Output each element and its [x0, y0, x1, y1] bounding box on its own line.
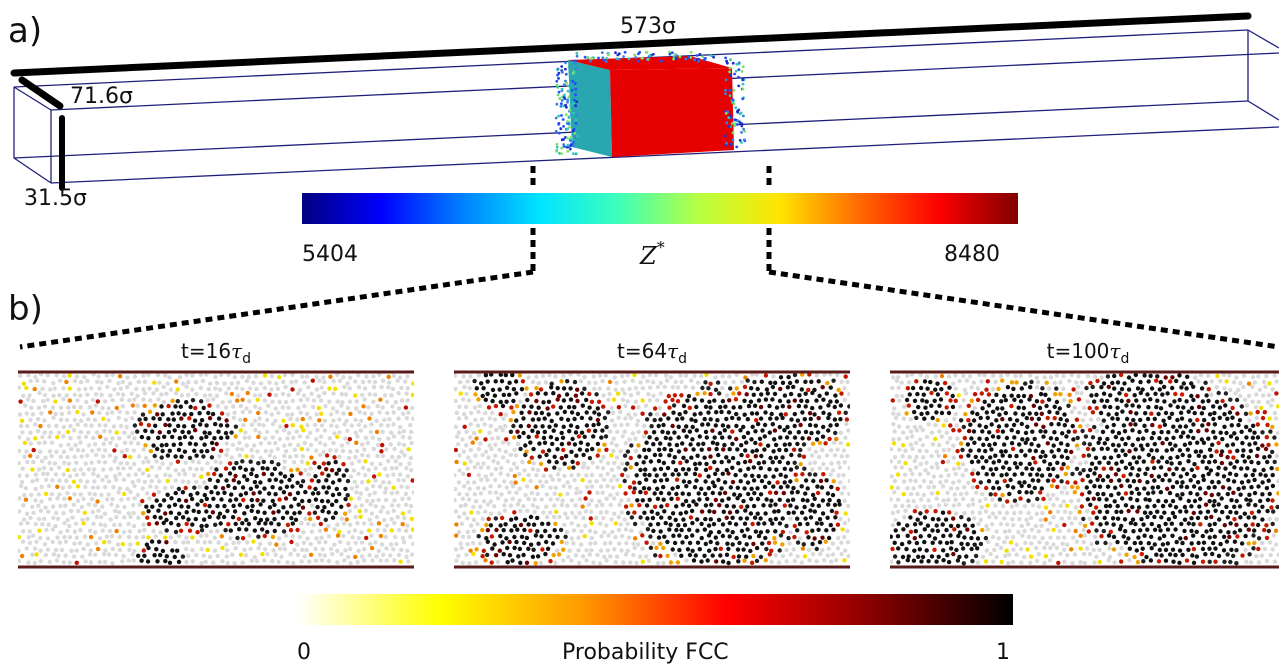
length-label: 573σ	[620, 14, 676, 39]
fcc-colorbar	[297, 594, 1013, 625]
crystal-nucleus	[554, 50, 747, 157]
crystal-top-face	[568, 56, 732, 70]
width-dimension-bar	[18, 76, 64, 110]
snapshot-panel-2	[454, 370, 850, 569]
crystal-left-face	[568, 60, 612, 157]
snapshot-2-title: t=64τd	[616, 339, 688, 367]
connector-right-diagonal	[768, 269, 1279, 350]
height-label: 31.5σ	[24, 186, 87, 211]
particle-snapshot	[890, 372, 1279, 566]
crystal-front-face	[610, 68, 734, 157]
box-edge	[13, 86, 52, 111]
width-label: 71.6σ	[70, 84, 133, 109]
panel-b-label: b)	[8, 289, 43, 329]
nucleus-fringe-particles	[554, 50, 747, 156]
fcc-colorbar-max-label: 1	[996, 640, 1010, 665]
fcc-colorbar-min-label: 0	[297, 640, 311, 665]
particle-snapshot	[18, 372, 414, 566]
box-edge	[1247, 100, 1279, 121]
panel-a-label: a)	[8, 11, 43, 51]
box-edge	[1247, 29, 1279, 49]
box-edge	[50, 126, 1279, 184]
zoom-connectors	[19, 166, 1279, 350]
particle-snapshot	[454, 372, 850, 566]
box-edge	[13, 157, 52, 184]
length-dimension-bar	[10, 12, 1252, 77]
connector-left-diagonal	[19, 269, 534, 350]
snapshot-1-title: t=16τd	[180, 339, 252, 367]
z-colorbar-min-label: 5404	[302, 242, 358, 267]
snapshot-panel-1	[18, 370, 414, 569]
fcc-colorbar-title: Probability FCC	[562, 640, 729, 665]
z-colorbar	[302, 193, 1018, 224]
snapshot-panel-3	[890, 370, 1279, 569]
z-colorbar-max-label: 8480	[944, 242, 1000, 267]
snapshot-3-title: t=100τd	[1046, 339, 1130, 367]
z-colorbar-title: Z*	[640, 238, 665, 270]
